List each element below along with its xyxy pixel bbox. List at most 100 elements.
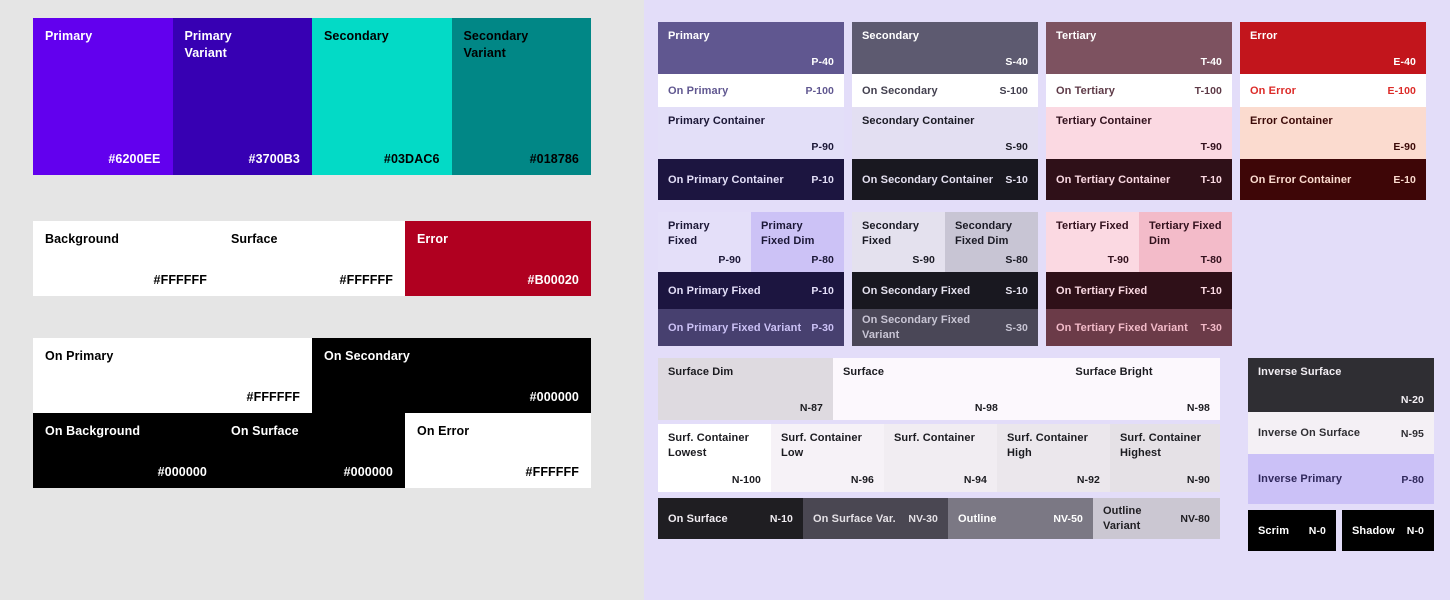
- token-swatch-inverse-primary[interactable]: Inverse Primary P-80: [1248, 454, 1434, 504]
- token-swatch-tertiary-fixed-dim[interactable]: Tertiary Fixed Dim T-80: [1139, 212, 1232, 272]
- swatch-label: On Secondary: [324, 349, 410, 363]
- token-swatch-on-secondary-fixed-variant[interactable]: On Secondary Fixed Variant S-30: [852, 309, 1038, 346]
- token-code: N-92: [1076, 474, 1100, 486]
- token-swatch-tertiary[interactable]: Tertiary T-40: [1046, 22, 1232, 74]
- token-swatch-on-error-container[interactable]: On Error Container E-10: [1240, 159, 1426, 200]
- token-swatch-secondary-container[interactable]: Secondary Container S-90: [852, 107, 1038, 159]
- token-swatch-secondary[interactable]: Secondary S-40: [852, 22, 1038, 74]
- token-column-secondary: Secondary S-40 On Secondary S-100 Secondary …: [852, 22, 1038, 200]
- token-swatch-primary[interactable]: Primary P-40: [658, 22, 844, 74]
- token-swatch-surf-container-highest[interactable]: Surf. Container Highest N-90: [1110, 424, 1220, 492]
- swatch-surface[interactable]: Surface #FFFFFF: [219, 221, 405, 296]
- token-swatch-tertiary-container[interactable]: Tertiary Container T-90: [1046, 107, 1232, 159]
- swatch-label: On Primary: [45, 349, 114, 363]
- token-label: Error Container: [1250, 115, 1333, 127]
- token-swatch-surf-container-lowest[interactable]: Surf. Container Lowest N-100: [658, 424, 771, 492]
- surface-roles-block: Surface Dim N-87 Surface N-98 Surface Bright…: [658, 358, 1436, 551]
- scrim-shadow-row: Scrim N-0 Shadow N-0: [1248, 510, 1434, 551]
- swatch-primary-variant[interactable]: Primary Variant #3700B3: [172, 18, 312, 175]
- token-swatch-on-tertiary-fixed-variant[interactable]: On Tertiary Fixed Variant T-30: [1046, 309, 1232, 346]
- token-code: N-98: [974, 402, 998, 414]
- token-swatch-inverse-on-surface[interactable]: Inverse On Surface N-95: [1248, 412, 1434, 454]
- token-label: Tertiary Container: [1056, 115, 1152, 127]
- token-code: S-10: [1005, 285, 1028, 297]
- token-swatch-on-surface[interactable]: On Surface N-10: [658, 498, 803, 539]
- token-swatch-surf-container-low[interactable]: Surf. Container Low N-96: [771, 424, 884, 492]
- token-swatch-primary-fixed-dim[interactable]: Primary Fixed Dim P-80: [751, 212, 844, 272]
- token-label: Surf. Container Low: [781, 432, 862, 459]
- token-code: P-40: [811, 56, 834, 68]
- token-code: N-87: [799, 402, 823, 414]
- token-swatch-surface-dim[interactable]: Surface Dim N-87: [658, 358, 833, 420]
- token-swatch-on-primary-container[interactable]: On Primary Container P-10: [658, 159, 844, 200]
- token-code: NV-50: [1053, 513, 1083, 525]
- token-swatch-on-tertiary-container[interactable]: On Tertiary Container T-10: [1046, 159, 1232, 200]
- swatch-secondary[interactable]: Secondary #03DAC6: [312, 18, 452, 175]
- token-code: T-10: [1200, 174, 1222, 186]
- token-swatch-surf-container[interactable]: Surf. Container N-94: [884, 424, 997, 492]
- token-swatch-surface[interactable]: Surface N-98: [833, 358, 1008, 420]
- token-swatch-inverse-surface[interactable]: Inverse Surface N-20: [1248, 358, 1434, 412]
- token-swatch-tertiary-fixed[interactable]: Tertiary Fixed T-90: [1046, 212, 1139, 272]
- token-label: Error: [1250, 30, 1278, 42]
- token-swatch-secondary-fixed[interactable]: Secondary Fixed S-90: [852, 212, 945, 272]
- token-swatch-on-secondary-fixed[interactable]: On Secondary Fixed S-10: [852, 272, 1038, 309]
- token-swatch-on-primary-fixed-variant[interactable]: On Primary Fixed Variant P-30: [658, 309, 844, 346]
- swatch-label: Primary Variant: [184, 29, 232, 60]
- swatch-secondary-variant[interactable]: Secondary Variant #018786: [451, 18, 591, 175]
- token-code: P-100: [805, 85, 834, 97]
- token-swatch-on-primary-fixed[interactable]: On Primary Fixed P-10: [658, 272, 844, 309]
- token-code: N-20: [1400, 394, 1424, 406]
- token-label: On Tertiary Fixed: [1056, 284, 1148, 297]
- swatch-on-background[interactable]: On Background #000000: [33, 413, 219, 488]
- swatch-label: On Background: [45, 424, 141, 438]
- token-code: N-96: [850, 474, 874, 486]
- accent-roles-block: Primary P-40 On Primary P-100 Primary Contai…: [658, 22, 1436, 200]
- token-swatch-secondary-fixed-dim[interactable]: Secondary Fixed Dim S-80: [945, 212, 1038, 272]
- token-swatch-on-primary[interactable]: On Primary P-100: [658, 74, 844, 107]
- spacer: [33, 175, 611, 221]
- token-code: E-40: [1393, 56, 1416, 68]
- swatch-error[interactable]: Error #B00020: [405, 221, 591, 296]
- token-code: S-10: [1005, 174, 1028, 186]
- token-swatch-primary-fixed[interactable]: Primary Fixed P-90: [658, 212, 751, 272]
- token-label: Surface Bright: [1075, 366, 1153, 378]
- token-label: On Primary Fixed Variant: [668, 321, 802, 334]
- token-label: Outline: [958, 512, 997, 525]
- token-swatch-outline-variant[interactable]: Outline Variant NV-80: [1093, 498, 1220, 539]
- token-label: On Surface: [668, 512, 728, 525]
- swatch-on-primary[interactable]: On Primary #FFFFFF: [33, 338, 312, 413]
- swatch-label: Secondary Variant: [463, 29, 529, 60]
- token-swatch-primary-container[interactable]: Primary Container P-90: [658, 107, 844, 159]
- token-swatch-surf-container-high[interactable]: Surf. Container High N-92: [997, 424, 1110, 492]
- token-label: Inverse On Surface: [1258, 427, 1361, 439]
- token-code: S-40: [1005, 56, 1028, 68]
- swatch-background[interactable]: Background #FFFFFF: [33, 221, 219, 296]
- token-swatch-surface-bright[interactable]: Surface Bright N-98: [1008, 358, 1220, 420]
- swatch-on-error[interactable]: On Error #FFFFFF: [405, 413, 591, 488]
- token-label: Primary Container: [668, 115, 766, 127]
- token-swatch-error[interactable]: Error E-40: [1240, 22, 1426, 74]
- token-code: S-90: [912, 254, 935, 266]
- token-swatch-scrim[interactable]: Scrim N-0: [1248, 510, 1336, 551]
- token-swatch-on-secondary-container[interactable]: On Secondary Container S-10: [852, 159, 1038, 200]
- fixed-roles-block: Primary Fixed P-90 Primary Fixed Dim P-80 On…: [658, 212, 1436, 346]
- token-swatch-on-tertiary[interactable]: On Tertiary T-100: [1046, 74, 1232, 107]
- token-label: Surf. Container High: [1007, 432, 1088, 459]
- swatch-hex-value: #000000: [529, 390, 579, 404]
- token-swatch-on-tertiary-fixed[interactable]: On Tertiary Fixed T-10: [1046, 272, 1232, 309]
- swatch-on-secondary[interactable]: On Secondary #000000: [312, 338, 591, 413]
- token-swatch-error-container[interactable]: Error Container E-90: [1240, 107, 1426, 159]
- token-code: S-90: [1005, 141, 1028, 153]
- token-label: Tertiary: [1056, 30, 1097, 42]
- token-swatch-on-secondary[interactable]: On Secondary S-100: [852, 74, 1038, 107]
- swatch-on-surface[interactable]: On Surface #000000: [219, 413, 405, 488]
- token-swatch-on-surface-var[interactable]: On Surface Var. NV-30: [803, 498, 948, 539]
- swatch-primary[interactable]: Primary #6200EE: [33, 18, 173, 175]
- token-swatch-on-error[interactable]: On Error E-100: [1240, 74, 1426, 107]
- token-swatch-shadow[interactable]: Shadow N-0: [1342, 510, 1434, 551]
- token-swatch-outline[interactable]: Outline NV-50: [948, 498, 1093, 539]
- token-label: Primary Fixed: [668, 220, 710, 247]
- token-label: On Error Container: [1250, 173, 1352, 186]
